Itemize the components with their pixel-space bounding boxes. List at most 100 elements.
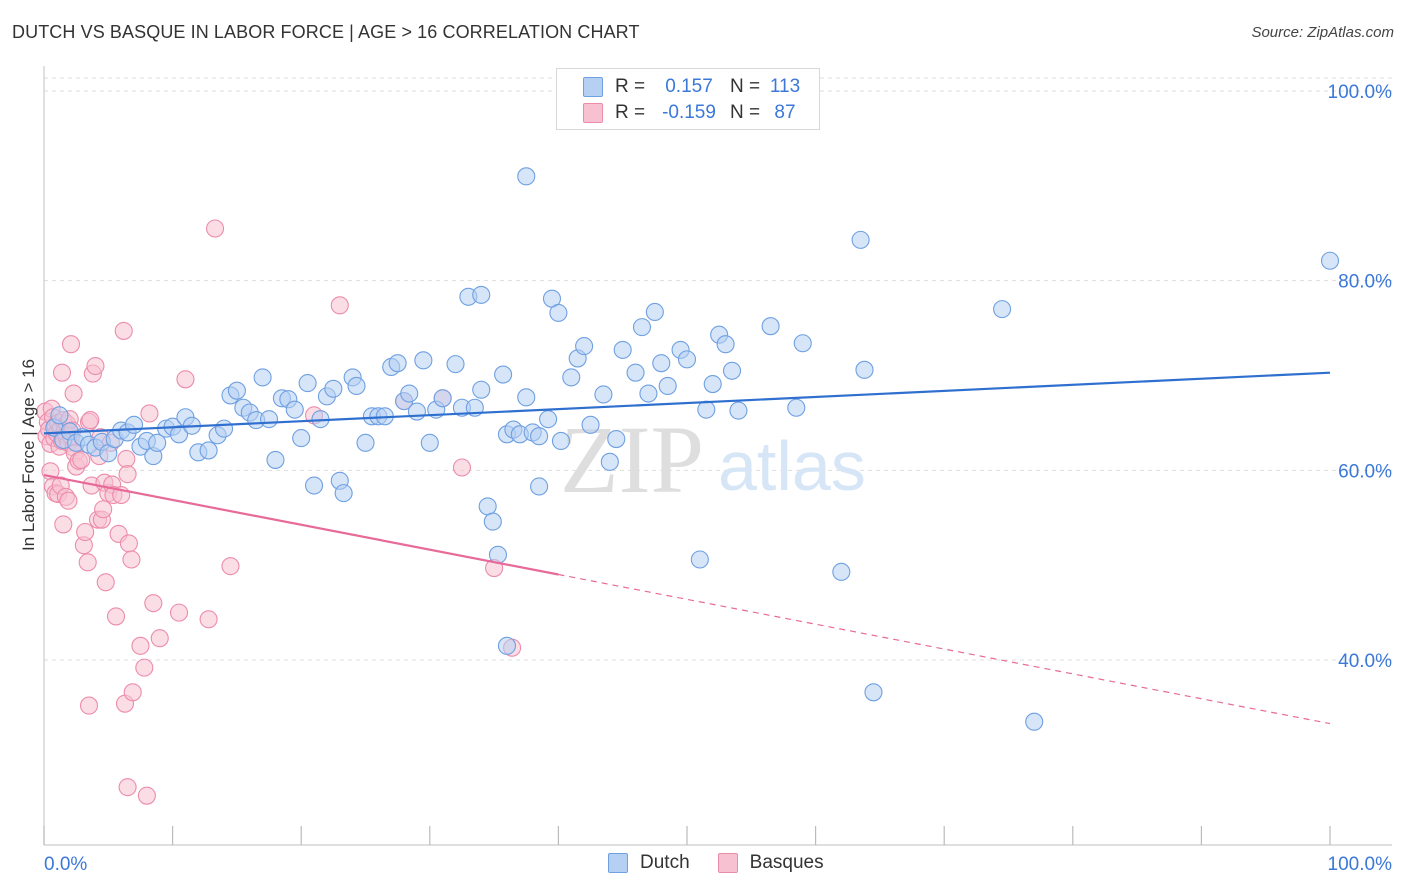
dutch-point (497, 636, 517, 655)
dutch-point (1025, 712, 1044, 731)
basques-point (176, 370, 195, 389)
basques-point (64, 384, 83, 403)
dutch-point (864, 683, 883, 702)
dutch-point (600, 452, 619, 471)
n-label: N = (729, 76, 761, 97)
axes (43, 66, 1392, 846)
basques-point (122, 550, 141, 569)
dutch-point (729, 401, 748, 420)
series-basques-points (36, 219, 522, 805)
dutch-point (124, 415, 144, 434)
x-tick-label: 0.0% (44, 854, 87, 875)
legend-label-dutch: Dutch (640, 852, 690, 873)
dutch-point (530, 427, 549, 446)
trend-lines (43, 371, 1331, 725)
dutch-point (697, 400, 716, 419)
r-value: 0.157 (665, 76, 713, 97)
dutch-point (851, 230, 870, 249)
dutch-point (658, 376, 677, 395)
dutch-point (356, 433, 375, 452)
series-dutch-points (45, 167, 1340, 731)
dutch-point (285, 400, 304, 419)
dutch-point (347, 376, 366, 395)
basques-point (169, 603, 189, 622)
basques-point (221, 557, 240, 576)
dutch-point (703, 374, 722, 394)
chart-title: DUTCH VS BASQUE IN LABOR FORCE | AGE > 1… (12, 22, 640, 42)
basques-point (72, 450, 91, 469)
dutch-point (562, 368, 581, 387)
dutch-point (594, 385, 613, 404)
basques-point (118, 778, 137, 797)
dutch-point (607, 430, 626, 449)
dutch-point (420, 433, 439, 452)
dutch-point (716, 335, 735, 354)
dutch-point (517, 388, 536, 407)
r-label: R = (615, 76, 646, 97)
dutch-trend-line (43, 371, 1331, 435)
source-credit: Source: ZipAtlas.com (1251, 24, 1394, 41)
series-legend: Dutch Basques (608, 852, 852, 874)
legend-item-dutch[interactable]: Dutch (608, 852, 690, 874)
dutch-swatch (608, 853, 628, 873)
basques-point (52, 363, 72, 382)
dutch-point (494, 365, 513, 384)
basques-point (86, 356, 105, 376)
dutch-point (645, 302, 664, 322)
basques-swatch (583, 103, 603, 123)
basques-point (144, 594, 163, 613)
dutch-point (400, 384, 419, 403)
watermark-zip: ZIP (560, 406, 704, 513)
dutch-point (539, 410, 558, 429)
dutch-point (324, 379, 343, 398)
dutch-point (334, 484, 353, 503)
dutch-point (148, 433, 167, 452)
dutch-point (787, 398, 806, 417)
dutch-point (632, 318, 652, 337)
basques-point (452, 458, 472, 477)
dutch-point (483, 512, 502, 531)
correlation-legend: R = 0.157 N = 113 R = -0.159 N = 87 (556, 68, 820, 130)
basques-point (96, 573, 115, 592)
dutch-point (677, 350, 697, 369)
dutch-swatch (583, 77, 603, 97)
dutch-point (214, 419, 234, 438)
dutch-point (169, 425, 189, 444)
basques-point (61, 335, 81, 354)
n-value: 87 (774, 102, 796, 123)
dutch-point (478, 497, 497, 516)
dutch-point (292, 429, 311, 448)
dutch-point (639, 384, 658, 403)
basques-point (205, 219, 225, 238)
r-value: -0.159 (662, 102, 716, 123)
x-tick-label: 100.0% (1328, 854, 1393, 875)
basques-point (131, 636, 150, 655)
dutch-point (581, 415, 600, 434)
basques-point (330, 296, 349, 315)
dutch-point (446, 355, 465, 374)
basques-point (199, 610, 218, 629)
basques-point (59, 491, 78, 510)
n-label: N = (729, 102, 761, 123)
dutch-point (517, 167, 536, 186)
basques-swatch (717, 853, 738, 873)
legend-item-basques[interactable]: Basques (717, 852, 824, 874)
basques-point (123, 683, 142, 702)
basques-point (117, 449, 136, 469)
dutch-point (626, 363, 645, 382)
y-tick-label: 40.0% (1338, 651, 1392, 672)
dutch-point (855, 360, 874, 379)
n-value: 113 (769, 76, 801, 97)
dutch-point (722, 361, 742, 380)
tick-labels: 40.0% 60.0% 80.0% 100.0% 0.0% 100.0% (44, 82, 1392, 875)
dutch-point (433, 389, 452, 408)
dutch-point (414, 351, 433, 370)
dutch-point (761, 317, 780, 336)
basques-point (81, 411, 100, 430)
dutch-point (472, 285, 491, 304)
legend-row-basques: R = -0.159 N = 87 (583, 101, 807, 125)
dutch-point (551, 431, 571, 451)
y-tick-label: 60.0% (1338, 461, 1392, 482)
basques-point (150, 629, 169, 648)
